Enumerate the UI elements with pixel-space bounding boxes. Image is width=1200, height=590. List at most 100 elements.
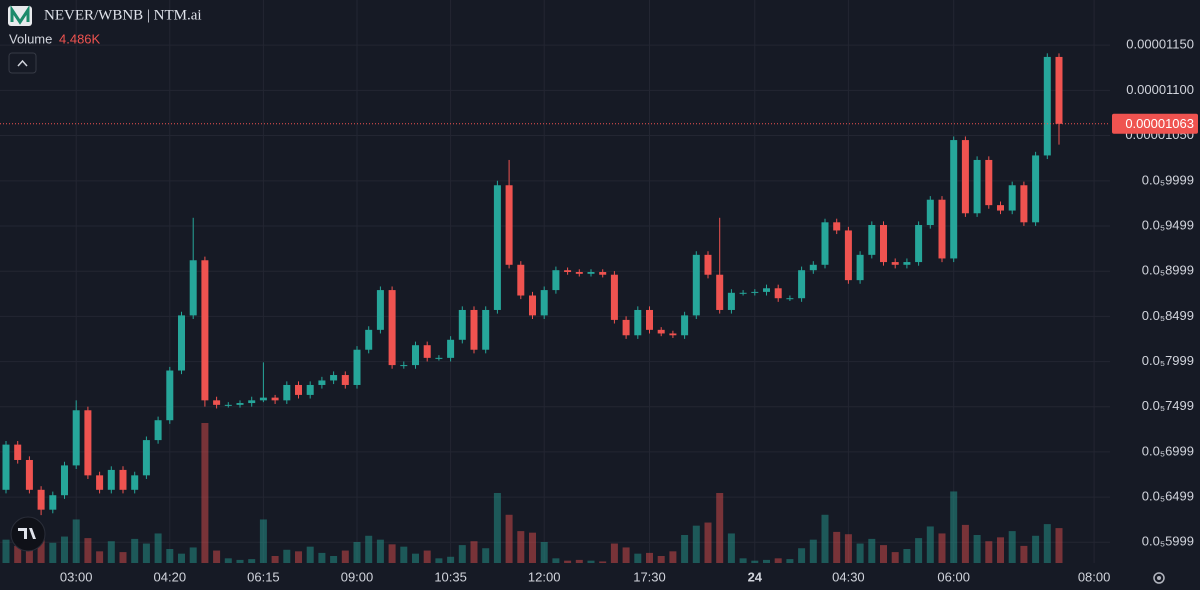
button-frame[interactable] [8,52,37,74]
volume-bar [505,514,513,563]
y-tick-label: 0.00001150 [1126,37,1194,52]
volume-bar [201,423,209,563]
candle-body [517,264,525,296]
candle-body [529,295,536,316]
volume-bar [224,558,232,563]
volume-bar [295,551,302,563]
volume-bar [107,541,115,563]
candle-body [681,315,689,336]
x-tick-label: 12:00 [528,569,561,584]
volume-bar [2,539,10,563]
candle-body [388,290,396,366]
volume-bar [353,542,361,563]
candle-body [938,199,946,259]
candle-body [178,315,185,371]
volume-bar [189,547,197,563]
tv-logo-bg[interactable] [10,516,46,552]
candle-body [306,384,314,395]
chevron-up[interactable] [17,59,28,67]
volume-bar [142,543,150,563]
candle-body [1008,185,1016,211]
candle-body [950,140,958,259]
volume-bar [1008,531,1016,563]
time-axis: 03:00 04:20 06:15 09:00 10:35 12:00 17:30 24 04:… [60,569,1110,584]
candle-body [961,140,969,214]
volume-bar [786,559,794,563]
collapse-button[interactable] [8,52,37,74]
candle-body [142,440,150,476]
current-price: 0.00001063 [0,113,1198,134]
volume-bar [166,549,174,563]
candle-body [84,410,92,476]
y-tick-label: 0.0₅7999 [1142,353,1194,368]
volume-bar [727,533,735,563]
candle-body [482,309,490,350]
volume-bar [259,519,267,563]
candle-body [412,345,419,366]
current-price-label: 0.00001063 [1125,116,1194,131]
candle-body [704,254,712,275]
candle-body [575,272,583,274]
volume-bar [154,533,162,563]
volume-bar [248,559,256,563]
volume-bar [809,539,817,563]
volume-bar [681,535,689,563]
volume-bar [774,558,782,563]
candle-body [716,274,724,310]
volume-bar [564,560,572,563]
x-tick-label: 17:30 [633,569,666,584]
candle-body [283,384,291,401]
volume-bar [915,538,923,563]
y-tick-label: 0.0₅9999 [1142,172,1194,187]
tv-logo[interactable] [10,516,46,552]
candle-body [599,272,607,275]
volume-bar [1055,528,1063,563]
candle-body [423,345,431,358]
x-tick-label: 24 [748,569,763,584]
y-tick-label: 0.0₅8499 [1142,308,1194,323]
logo-mark [10,5,30,25]
candle-body [259,397,267,401]
candle-body [189,260,197,316]
volume-bar [435,558,443,563]
volume-bar [14,545,22,563]
x-tick-label: 09:00 [341,569,374,584]
volume-bar [529,532,536,563]
candle-body [798,270,806,299]
y-tick-label: 0.0₅6999 [1142,443,1194,458]
candle-body [610,274,618,320]
candle-body [1020,185,1028,223]
candle-body [1055,56,1063,124]
volume-bar [271,556,279,563]
settings-icon[interactable] [1153,572,1165,584]
volume-bar [482,548,490,563]
candle-body [833,222,841,231]
volume-bar [365,535,373,563]
volume-bar [552,558,560,563]
volume-bar [751,560,759,563]
x-tick-label: 06:15 [247,569,280,584]
candle-body [844,230,852,281]
candle-body [669,333,677,336]
volume-bar [540,542,548,563]
gear-ring[interactable] [1153,572,1165,584]
volume-bar [646,552,653,563]
candle-body [295,384,302,395]
candle-body [224,404,232,406]
candle-body [821,222,829,265]
candle-body [365,329,373,350]
volume-bar [938,533,946,563]
candle-body [341,375,349,385]
candle-body [2,444,10,490]
volume-bar [821,514,829,563]
candle-body [973,159,981,214]
tv-logo-mark[interactable] [18,528,36,539]
candle-body [213,400,221,405]
gear-hub[interactable] [1157,576,1161,580]
candle-body [915,225,923,263]
volume-bar [961,524,969,563]
volume-bar [634,553,642,563]
candle-body [248,400,256,404]
volume-bar [61,536,68,563]
